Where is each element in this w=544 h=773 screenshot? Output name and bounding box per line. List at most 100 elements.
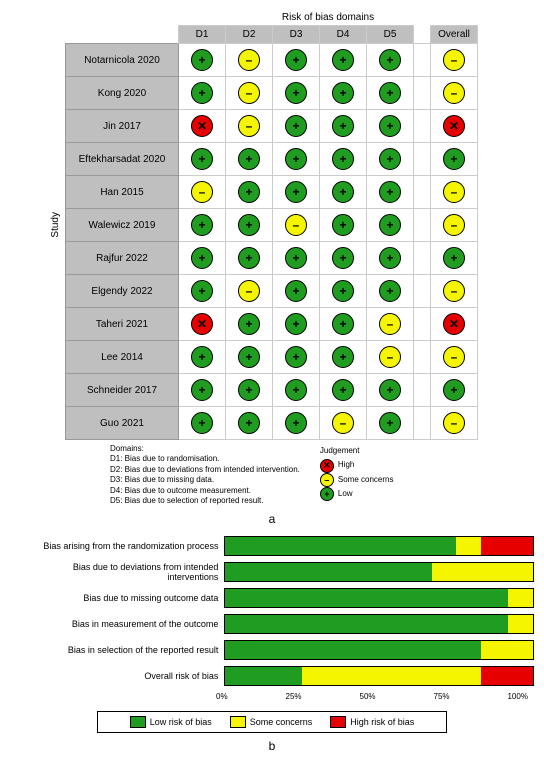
risk-cell: – bbox=[431, 407, 478, 440]
study-name: Eftekharsadat 2020 bbox=[66, 143, 179, 176]
risk-cell: – bbox=[179, 176, 226, 209]
risk-cell: + bbox=[431, 374, 478, 407]
risk-cell: + bbox=[226, 209, 273, 242]
risk-cell: – bbox=[367, 341, 414, 374]
table-title: Risk of bias domains bbox=[179, 10, 478, 26]
risk-cell: – bbox=[226, 77, 273, 110]
risk-cell: + bbox=[273, 374, 320, 407]
col-header: Overall bbox=[431, 26, 478, 44]
risk-cell: – bbox=[320, 407, 367, 440]
risk-cell: + bbox=[179, 143, 226, 176]
risk-cell: + bbox=[226, 242, 273, 275]
study-name: Schneider 2017 bbox=[66, 374, 179, 407]
bar-label: Bias due to deviations from intended int… bbox=[20, 562, 224, 582]
col-header: D2 bbox=[226, 26, 273, 44]
study-name: Lee 2014 bbox=[66, 341, 179, 374]
study-name: Jin 2017 bbox=[66, 110, 179, 143]
risk-cell: + bbox=[367, 374, 414, 407]
risk-cell: – bbox=[431, 341, 478, 374]
risk-cell: + bbox=[226, 374, 273, 407]
risk-cell: + bbox=[320, 242, 367, 275]
study-name: Notarnicola 2020 bbox=[66, 44, 179, 77]
risk-cell: – bbox=[431, 77, 478, 110]
risk-cell: + bbox=[179, 407, 226, 440]
risk-cell: ✕ bbox=[179, 110, 226, 143]
risk-cell: + bbox=[367, 275, 414, 308]
panel-a-label: a bbox=[10, 512, 534, 526]
risk-cell: + bbox=[367, 407, 414, 440]
bar-legend: Low risk of bias Some concerns High risk… bbox=[97, 711, 447, 733]
judgement-legend: Judgement ✕High –Some concerns +Low bbox=[320, 444, 394, 506]
risk-cell: + bbox=[367, 110, 414, 143]
study-name: Elgendy 2022 bbox=[66, 275, 179, 308]
risk-cell: – bbox=[226, 44, 273, 77]
risk-cell: + bbox=[226, 407, 273, 440]
bar-label: Bias in selection of the reported result bbox=[20, 645, 224, 655]
risk-cell: + bbox=[320, 77, 367, 110]
risk-cell: + bbox=[179, 242, 226, 275]
col-header: D5 bbox=[367, 26, 414, 44]
risk-cell: + bbox=[273, 308, 320, 341]
bar-track bbox=[224, 588, 534, 608]
risk-cell: – bbox=[431, 44, 478, 77]
bar-track bbox=[224, 666, 534, 686]
risk-cell: + bbox=[273, 407, 320, 440]
risk-cell: ✕ bbox=[179, 308, 226, 341]
risk-cell: + bbox=[320, 341, 367, 374]
risk-cell: + bbox=[273, 176, 320, 209]
risk-cell: + bbox=[320, 110, 367, 143]
risk-cell: – bbox=[226, 275, 273, 308]
risk-cell: + bbox=[273, 44, 320, 77]
risk-cell: + bbox=[226, 176, 273, 209]
risk-cell: + bbox=[179, 44, 226, 77]
risk-cell: + bbox=[273, 341, 320, 374]
risk-cell: + bbox=[431, 242, 478, 275]
risk-cell: + bbox=[320, 143, 367, 176]
risk-cell: + bbox=[179, 374, 226, 407]
col-header: D4 bbox=[320, 26, 367, 44]
study-name: Han 2015 bbox=[66, 176, 179, 209]
risk-cell: + bbox=[273, 143, 320, 176]
bar-track bbox=[224, 536, 534, 556]
risk-cell: + bbox=[226, 143, 273, 176]
col-header: D1 bbox=[179, 26, 226, 44]
risk-cell: + bbox=[320, 308, 367, 341]
risk-cell: + bbox=[273, 110, 320, 143]
y-axis-label: Study bbox=[50, 212, 61, 238]
study-name: Taheri 2021 bbox=[66, 308, 179, 341]
risk-cell: + bbox=[320, 374, 367, 407]
risk-cell: + bbox=[367, 176, 414, 209]
risk-cell: + bbox=[179, 209, 226, 242]
domains-legend: Domains: D1: Bias due to randomisation. … bbox=[110, 444, 300, 506]
bar-chart: Bias arising from the randomization proc… bbox=[20, 536, 534, 686]
risk-cell: – bbox=[431, 209, 478, 242]
risk-cell: ✕ bbox=[431, 110, 478, 143]
bar-track bbox=[224, 614, 534, 634]
risk-cell: + bbox=[226, 341, 273, 374]
risk-cell: + bbox=[226, 308, 273, 341]
risk-cell: + bbox=[179, 275, 226, 308]
bar-track bbox=[224, 562, 534, 582]
risk-cell: + bbox=[367, 77, 414, 110]
panel-b-label: b bbox=[10, 739, 534, 753]
risk-cell: + bbox=[367, 44, 414, 77]
study-name: Walewicz 2019 bbox=[66, 209, 179, 242]
x-axis: 0%25%50%75%100% bbox=[216, 692, 528, 701]
risk-cell: – bbox=[431, 275, 478, 308]
risk-cell: – bbox=[226, 110, 273, 143]
risk-cell: + bbox=[367, 242, 414, 275]
risk-cell: + bbox=[367, 209, 414, 242]
study-name: Guo 2021 bbox=[66, 407, 179, 440]
risk-cell: + bbox=[320, 176, 367, 209]
risk-cell: + bbox=[179, 77, 226, 110]
bar-label: Bias in measurement of the outcome bbox=[20, 619, 224, 629]
bar-label: Bias arising from the randomization proc… bbox=[20, 541, 224, 551]
risk-cell: + bbox=[179, 341, 226, 374]
study-name: Kong 2020 bbox=[66, 77, 179, 110]
risk-cell: + bbox=[273, 242, 320, 275]
risk-of-bias-table: Risk of bias domains D1D2D3D4D5 Overall N… bbox=[65, 10, 478, 440]
risk-cell: + bbox=[320, 275, 367, 308]
risk-cell: – bbox=[431, 176, 478, 209]
col-header: D3 bbox=[273, 26, 320, 44]
risk-cell: + bbox=[273, 77, 320, 110]
